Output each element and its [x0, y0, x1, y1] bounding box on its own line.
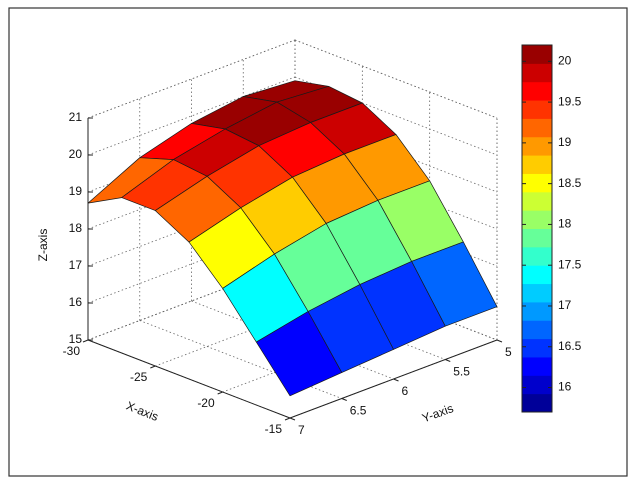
y-tick-label: 7	[298, 423, 305, 437]
grid-line	[294, 39, 498, 119]
grid-line	[87, 76, 296, 156]
colorbar-band	[522, 210, 552, 229]
x-tick	[150, 365, 156, 369]
colorbar-tick-label: 19.5	[558, 94, 582, 108]
x-tick	[217, 391, 223, 395]
y-tick-label: 5	[505, 345, 512, 359]
colorbar-tick-label: 18.5	[558, 176, 582, 190]
colorbar-tick-label: 16	[558, 380, 572, 394]
z-tick-label: 15	[69, 332, 83, 346]
colorbar: 16 16.5 17 17.5 18 18.5 19 19.5 20	[521, 44, 582, 413]
colorbar-band	[522, 63, 552, 83]
colorbar-band	[522, 375, 552, 395]
colorbar-tick-label: 19	[558, 135, 572, 149]
x-tick	[82, 339, 89, 343]
colorbar-band	[522, 118, 552, 138]
x-axis	[87, 339, 291, 419]
colorbar-tick-label: 17	[558, 298, 572, 312]
colorbar-band	[522, 320, 552, 340]
x-tick-label: -25	[130, 370, 148, 384]
colorbar-band	[522, 100, 552, 119]
z-tick-label: 18	[69, 221, 83, 235]
colorbar-band	[522, 173, 552, 193]
z-tick-label: 16	[69, 295, 83, 309]
surface-patch	[255, 311, 343, 397]
colorbar-band	[522, 265, 552, 285]
colorbar-band	[522, 246, 552, 266]
x-tick	[284, 417, 291, 421]
y-tick	[496, 339, 503, 343]
surface	[87, 80, 498, 397]
y-tick-label: 6	[402, 384, 409, 398]
colorbar-tick-label: 16.5	[558, 339, 582, 353]
x-tick-label: -30	[63, 344, 81, 358]
colorbar-tick-label: 18	[558, 217, 572, 231]
z-tick-label: 21	[69, 110, 83, 124]
colorbar-band	[522, 81, 552, 101]
colorbar-band	[522, 228, 552, 248]
colorbar-band	[522, 136, 552, 156]
z-tick-label: 20	[69, 147, 83, 161]
colorbar-band	[522, 338, 552, 358]
grid-line	[87, 39, 296, 119]
y-tick	[445, 359, 451, 362]
colorbar-band	[522, 155, 552, 174]
colorbar-band	[522, 356, 552, 376]
y-tick-label: 5.5	[453, 365, 470, 379]
y-tick	[393, 378, 399, 382]
colorbar-tick-label: 20	[558, 53, 572, 67]
y-tick-label: 6.5	[350, 404, 367, 418]
colorbar-band	[522, 191, 552, 211]
y-tick	[289, 417, 296, 421]
colorbar-band	[522, 45, 552, 64]
colorbar-band	[522, 393, 552, 413]
x-tick-label: -15	[265, 422, 283, 436]
z-tick-label: 17	[69, 258, 83, 272]
x-tick-label: -20	[197, 396, 215, 410]
colorbar-band	[522, 283, 552, 303]
colorbar-border	[521, 44, 553, 413]
y-tick	[341, 398, 347, 401]
z-tick-label: 19	[69, 184, 83, 198]
colorbar-tick-label: 17.5	[558, 257, 582, 271]
colorbar-band	[522, 301, 552, 321]
z-axis-label: Z-axis	[36, 229, 50, 262]
